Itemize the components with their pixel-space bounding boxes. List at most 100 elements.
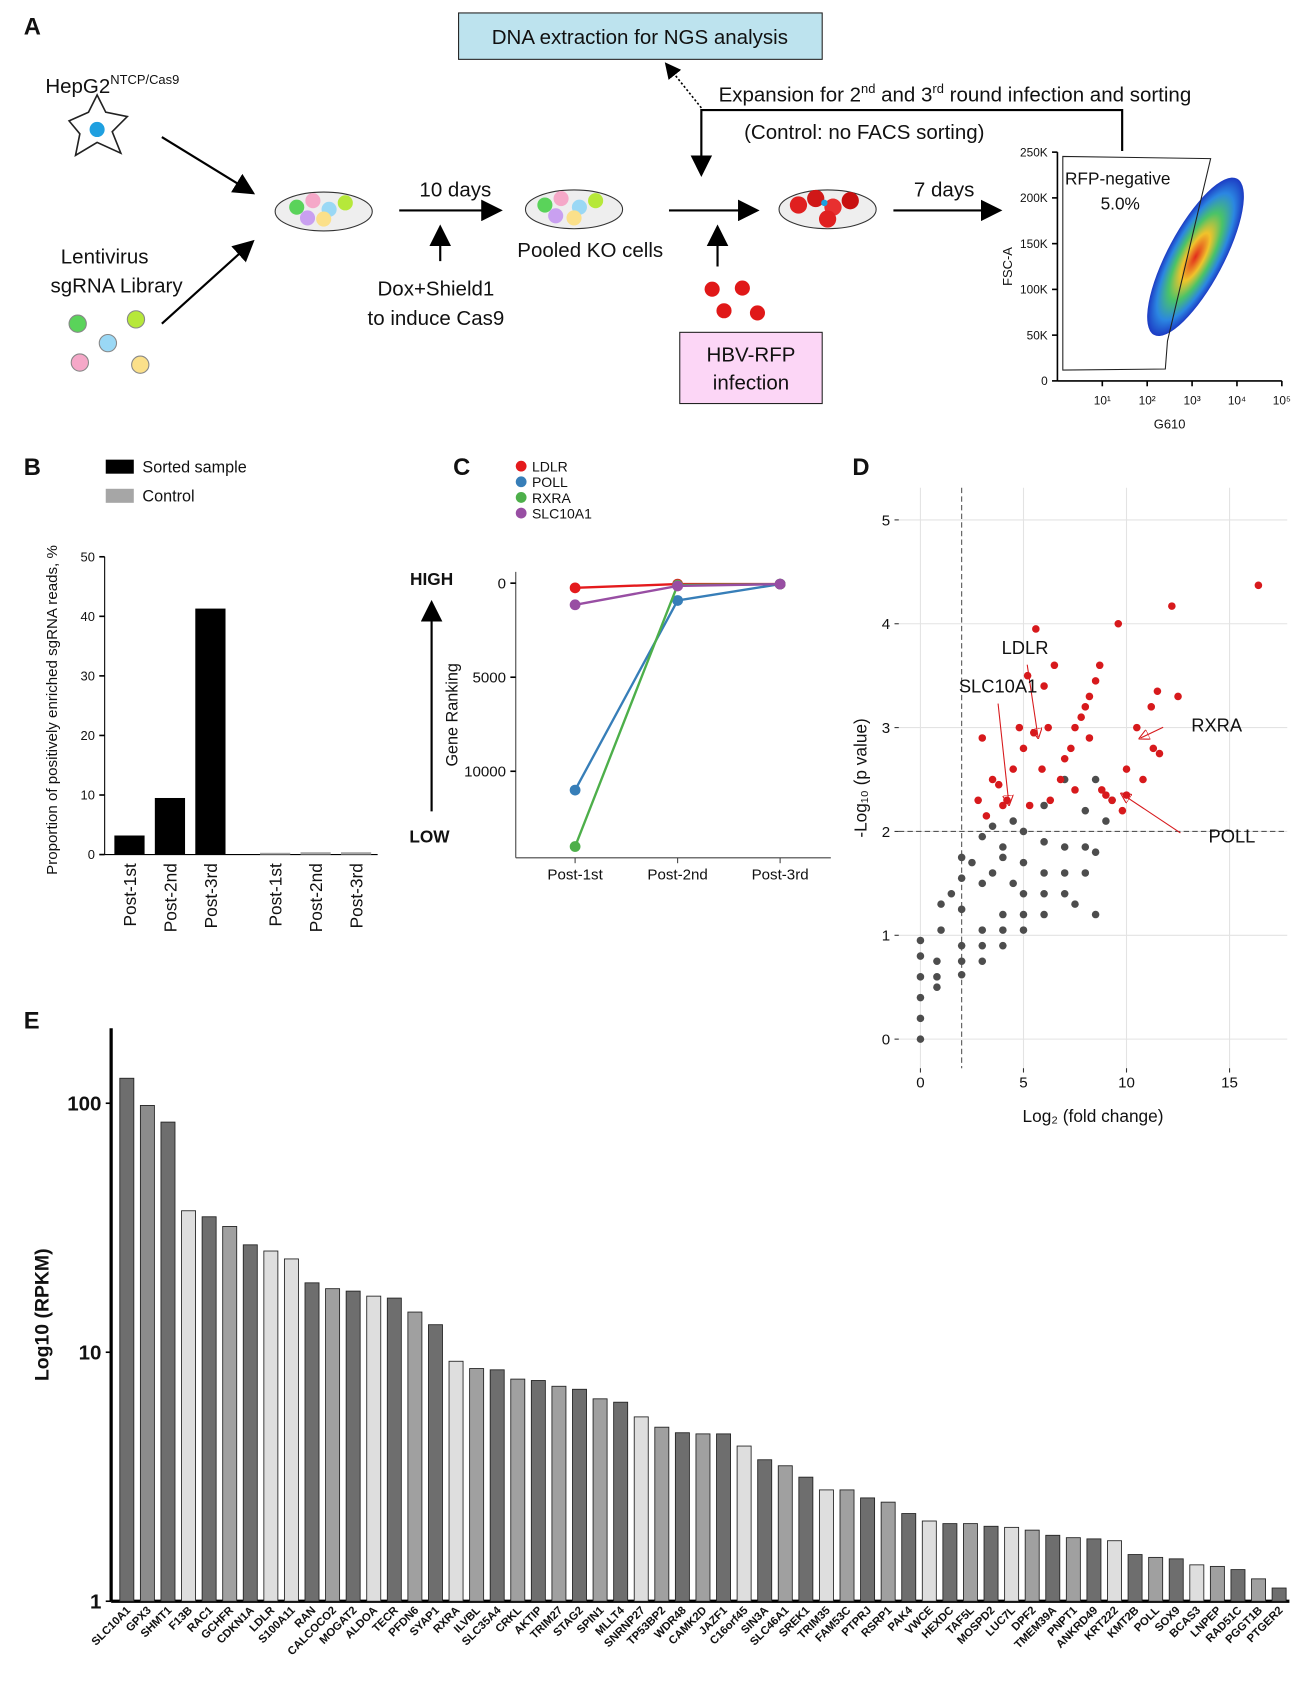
bar bbox=[1045, 1534, 1061, 1602]
series-line bbox=[574, 582, 781, 847]
bar bbox=[1230, 1569, 1246, 1602]
point bbox=[916, 936, 925, 945]
x-tick-label: 5 bbox=[1019, 1075, 1027, 1092]
legend-label: POLL bbox=[532, 474, 568, 490]
point bbox=[1038, 765, 1046, 773]
hbv-virions bbox=[704, 280, 766, 321]
point bbox=[1019, 858, 1028, 867]
y-tick-label: 3 bbox=[882, 720, 890, 737]
arrow bbox=[664, 62, 702, 109]
y-tick-label: 100 bbox=[67, 1092, 101, 1115]
point bbox=[988, 775, 997, 784]
point bbox=[933, 957, 941, 966]
point bbox=[1071, 900, 1079, 908]
bar bbox=[300, 852, 331, 855]
x-tick-label: 10³ bbox=[1184, 394, 1201, 408]
legend-label: Sorted sample bbox=[142, 459, 246, 477]
point bbox=[1019, 889, 1028, 898]
y-tick-label: 50 bbox=[81, 549, 95, 564]
point bbox=[1153, 687, 1162, 696]
bar bbox=[1148, 1556, 1164, 1602]
annotation: RXRA bbox=[1191, 715, 1243, 736]
annotation: SLC10A1 bbox=[959, 676, 1037, 697]
bar bbox=[530, 1380, 546, 1602]
point bbox=[1040, 910, 1048, 919]
gate-value: 5.0% bbox=[1101, 193, 1140, 213]
y-axis-title: -Log₁₀ (p value) bbox=[850, 718, 870, 837]
point bbox=[1030, 729, 1038, 737]
bar bbox=[260, 852, 291, 855]
point bbox=[916, 952, 925, 960]
point bbox=[1009, 879, 1017, 888]
legend-swatch bbox=[515, 460, 527, 472]
point bbox=[1077, 713, 1085, 721]
bar bbox=[1251, 1578, 1266, 1602]
y-tick-label: 30 bbox=[81, 668, 95, 683]
x-tick-label: Post-1st bbox=[266, 863, 286, 926]
bar bbox=[777, 1465, 793, 1602]
bar bbox=[448, 1360, 464, 1602]
point bbox=[1155, 749, 1164, 758]
bar bbox=[325, 1288, 341, 1602]
point bbox=[999, 941, 1007, 950]
figure-body: A B C D E HepG2NTCP/Cas9 Lentivirus sgRN… bbox=[24, 12, 1291, 1658]
bar bbox=[798, 1476, 814, 1602]
annotation-arrow bbox=[1122, 794, 1181, 834]
point bbox=[974, 796, 982, 805]
control-note: (Control: no FACS sorting) bbox=[744, 121, 984, 144]
legend-label: LDLR bbox=[532, 459, 568, 475]
annotation-arrow bbox=[1026, 664, 1038, 737]
bar bbox=[757, 1459, 773, 1602]
box-label: DNA extraction for NGS analysis bbox=[492, 26, 788, 49]
annotation: LDLR bbox=[1002, 637, 1049, 658]
text: rd bbox=[932, 81, 944, 96]
bar bbox=[1127, 1554, 1143, 1602]
bar bbox=[818, 1489, 834, 1602]
point bbox=[1019, 910, 1028, 919]
bar bbox=[154, 797, 186, 855]
point bbox=[1009, 817, 1017, 825]
point bbox=[933, 973, 941, 981]
x-tick-label: Post-2nd bbox=[160, 863, 180, 932]
arrow bbox=[161, 239, 255, 325]
point bbox=[1098, 786, 1106, 794]
point bbox=[1114, 619, 1123, 628]
point bbox=[1118, 806, 1127, 815]
point bbox=[999, 926, 1007, 934]
treatment: to induce Cas9 bbox=[368, 307, 505, 330]
point bbox=[1071, 786, 1079, 794]
point bbox=[1133, 723, 1141, 732]
nucleus bbox=[89, 121, 105, 138]
duration: 7 days bbox=[914, 178, 974, 201]
y-tick-label: 1 bbox=[882, 928, 890, 945]
point bbox=[982, 812, 991, 820]
point bbox=[1067, 744, 1075, 753]
y-tick-label: 0 bbox=[882, 1032, 890, 1049]
bar bbox=[551, 1385, 567, 1602]
x-axis-title: Log₂ (fold change) bbox=[1023, 1106, 1164, 1126]
x-tick-label: 0 bbox=[916, 1075, 924, 1092]
point bbox=[1050, 661, 1059, 670]
point bbox=[1056, 775, 1065, 784]
bar bbox=[674, 1432, 690, 1602]
legend-swatch bbox=[515, 507, 527, 519]
point bbox=[1081, 869, 1090, 877]
point bbox=[916, 973, 925, 981]
point bbox=[1071, 723, 1079, 732]
point bbox=[1040, 801, 1048, 810]
point bbox=[957, 941, 966, 950]
bar bbox=[860, 1497, 876, 1602]
bar bbox=[942, 1523, 958, 1602]
bar bbox=[695, 1433, 711, 1602]
point bbox=[1091, 910, 1100, 919]
dish bbox=[524, 189, 624, 230]
point bbox=[999, 843, 1007, 851]
point bbox=[1009, 765, 1017, 773]
y-tick-label: 200K bbox=[1020, 191, 1048, 205]
dish bbox=[778, 189, 877, 230]
bar bbox=[1209, 1565, 1225, 1602]
x-tick-label: Post-2nd bbox=[306, 863, 326, 932]
bar bbox=[839, 1489, 855, 1602]
y-tick-label: 4 bbox=[882, 616, 890, 633]
x-axis-title: G610 bbox=[1154, 416, 1186, 431]
